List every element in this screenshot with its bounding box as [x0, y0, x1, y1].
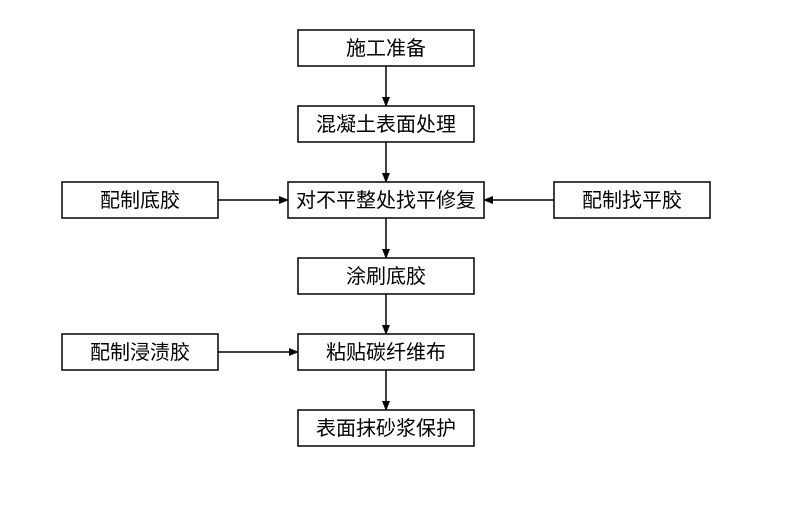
- flowchart-canvas: 施工准备混凝土表面处理对不平整处找平修复涂刷底胶粘贴碳纤维布表面抹砂浆保护 配制底…: [0, 0, 800, 530]
- flow-node-label: 施工准备: [346, 37, 426, 60]
- flow-node: 配制底胶: [62, 182, 218, 218]
- flow-node: 涂刷底胶: [298, 258, 474, 294]
- flow-node-label: 配制找平胶: [582, 189, 682, 212]
- flow-node: 表面抹砂浆保护: [298, 410, 474, 446]
- flow-node: 配制浸渍胶: [62, 334, 218, 370]
- flow-node-label: 涂刷底胶: [346, 265, 426, 288]
- flow-node: 混凝土表面处理: [298, 106, 474, 142]
- flow-node: 配制找平胶: [554, 182, 710, 218]
- flow-node-label: 对不平整处找平修复: [296, 189, 476, 212]
- flow-node-label: 配制浸渍胶: [90, 341, 190, 364]
- flow-node-label: 配制底胶: [100, 189, 180, 212]
- flow-node-label: 混凝土表面处理: [316, 113, 456, 136]
- flow-node-label: 表面抹砂浆保护: [316, 417, 456, 440]
- flow-node: 施工准备: [298, 30, 474, 66]
- flow-node-label: 粘贴碳纤维布: [326, 341, 446, 364]
- flow-node: 对不平整处找平修复: [288, 182, 484, 218]
- flow-node: 粘贴碳纤维布: [298, 334, 474, 370]
